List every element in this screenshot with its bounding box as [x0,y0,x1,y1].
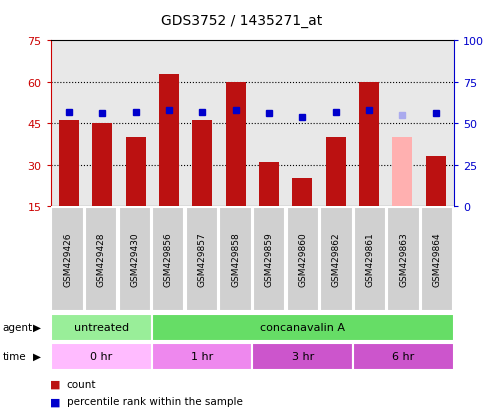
Text: ■: ■ [50,379,61,389]
Text: GSM429856: GSM429856 [164,232,173,287]
Text: 0 hr: 0 hr [90,351,112,361]
Text: ■: ■ [50,396,61,406]
Bar [219,208,252,311]
Bar [359,83,379,206]
Text: GSM429430: GSM429430 [130,232,139,286]
Bar [426,157,446,206]
Text: GSM429863: GSM429863 [399,232,408,287]
Bar [192,121,213,206]
Text: concanavalin A: concanavalin A [260,322,345,332]
Bar [92,124,113,206]
Text: GSM429861: GSM429861 [366,232,374,287]
Text: GDS3752 / 1435271_at: GDS3752 / 1435271_at [161,14,322,28]
Bar [152,343,253,370]
Bar [421,208,454,311]
Text: untreated: untreated [73,322,128,332]
Text: GSM429862: GSM429862 [332,232,341,286]
Bar [326,138,346,206]
Text: agent: agent [2,322,32,332]
Bar [292,179,313,206]
Bar [51,343,152,370]
Bar [354,208,386,311]
Bar [159,74,179,206]
Bar [320,208,353,311]
Text: GSM429858: GSM429858 [231,232,240,287]
Bar [51,208,84,311]
Bar [152,208,185,311]
Bar [59,121,79,206]
Bar [119,208,151,311]
Bar [226,83,246,206]
Bar [51,314,152,341]
Bar [253,208,285,311]
Text: GSM429860: GSM429860 [298,232,307,287]
Text: ▶: ▶ [33,322,41,332]
Text: time: time [2,351,26,361]
Text: ▶: ▶ [33,351,41,361]
Text: GSM429857: GSM429857 [198,232,206,287]
Bar [253,343,353,370]
Bar [259,162,279,206]
Text: 1 hr: 1 hr [191,351,213,361]
Bar [387,208,420,311]
Bar [353,343,454,370]
Text: GSM429859: GSM429859 [265,232,274,287]
Bar [85,208,117,311]
Text: GSM429428: GSM429428 [97,232,106,286]
Bar [186,208,218,311]
Bar [286,208,319,311]
Text: percentile rank within the sample: percentile rank within the sample [67,396,242,406]
Text: GSM429426: GSM429426 [63,232,72,286]
Bar [152,314,454,341]
Text: 6 hr: 6 hr [393,351,415,361]
Bar [126,138,146,206]
Text: GSM429864: GSM429864 [433,232,442,286]
Bar [392,138,412,206]
Text: 3 hr: 3 hr [292,351,314,361]
Text: count: count [67,379,96,389]
